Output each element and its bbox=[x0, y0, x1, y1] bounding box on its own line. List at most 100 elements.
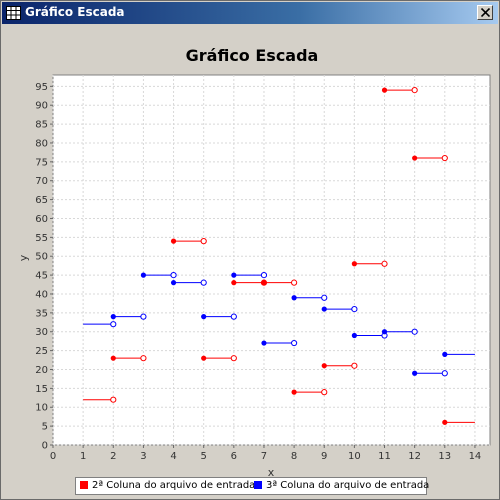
step-end-point bbox=[170, 272, 177, 279]
legend-swatch-red bbox=[80, 481, 88, 489]
step-start-point bbox=[321, 363, 327, 369]
close-button[interactable] bbox=[477, 5, 493, 20]
window-title: Gráfico Escada bbox=[25, 5, 125, 19]
step-start-point bbox=[442, 419, 448, 425]
x-tick-label: 11 bbox=[378, 451, 391, 462]
y-tick-label: 40 bbox=[35, 289, 48, 300]
y-tick-label: 5 bbox=[42, 422, 48, 433]
legend-item-series-1: 2ª Coluna do arquivo de entrada bbox=[80, 480, 255, 491]
legend-swatch-blue bbox=[254, 481, 262, 489]
x-tick-label: 3 bbox=[140, 451, 146, 462]
step-start-point bbox=[291, 295, 297, 301]
plot-area bbox=[52, 74, 491, 446]
y-tick-label: 35 bbox=[35, 308, 48, 319]
step-start-point bbox=[261, 340, 267, 346]
step-start-point bbox=[291, 389, 297, 395]
step-start-point bbox=[442, 351, 448, 357]
step-start-point bbox=[321, 306, 327, 312]
legend: 2ª Coluna do arquivo de entrada 3ª Colun… bbox=[75, 477, 429, 495]
step-start-point bbox=[412, 155, 418, 161]
step-end-point bbox=[260, 272, 268, 279]
y-tick-label: 85 bbox=[35, 120, 48, 131]
grid-lines bbox=[52, 75, 490, 446]
legend-label-series-1: 2ª Coluna do arquivo de entrada bbox=[92, 480, 256, 491]
x-tick-label: 7 bbox=[261, 451, 267, 462]
x-tick-label: 13 bbox=[438, 451, 451, 462]
y-tick-label: 25 bbox=[35, 346, 48, 357]
x-tick-label: 2 bbox=[110, 451, 116, 462]
step-start-point bbox=[201, 314, 207, 320]
step-end-point bbox=[291, 339, 298, 347]
title-bar[interactable]: Gráfico Escada bbox=[2, 2, 498, 24]
step-end-point bbox=[321, 294, 328, 301]
x-tick-label: 9 bbox=[321, 451, 327, 462]
step-start-point bbox=[140, 272, 147, 278]
step-start-point bbox=[201, 355, 207, 361]
chart-title: Gráfico Escada bbox=[186, 46, 319, 65]
step-end-point bbox=[441, 154, 448, 162]
step-end-point bbox=[200, 238, 207, 245]
step-start-point bbox=[110, 355, 116, 361]
step-start-point bbox=[412, 370, 418, 376]
x-tick-label: 8 bbox=[291, 451, 297, 462]
step-chart: Gráfico Escada 0 1 2 3 4 5 6 7 8 9 10 11 12 13 1405101… bbox=[5, 27, 497, 497]
step-end-point bbox=[351, 305, 358, 313]
x-tick-label: 4 bbox=[170, 451, 176, 462]
step-start-point bbox=[110, 314, 116, 320]
step-end-point bbox=[110, 321, 117, 328]
step-end-point bbox=[321, 389, 328, 396]
x-tick-label: 14 bbox=[469, 451, 482, 462]
step-end-point bbox=[351, 362, 358, 369]
step-end-point bbox=[291, 279, 298, 286]
close-icon bbox=[481, 8, 490, 17]
step-end-point bbox=[230, 313, 237, 320]
step-end-point bbox=[200, 279, 207, 286]
y-tick-label: 95 bbox=[35, 82, 48, 93]
x-tick-label: 1 bbox=[80, 451, 86, 462]
y-tick-label: 70 bbox=[35, 176, 48, 187]
step-start-point bbox=[170, 238, 177, 244]
y-tick-label: 45 bbox=[35, 271, 48, 282]
y-tick-label: 50 bbox=[35, 252, 48, 263]
step-end-point bbox=[441, 370, 448, 377]
y-tick-label: 65 bbox=[35, 195, 48, 206]
step-start-point bbox=[231, 280, 237, 286]
y-tick-label: 20 bbox=[35, 365, 48, 376]
x-tick-label: 6 bbox=[231, 451, 237, 462]
y-tick-label: 75 bbox=[35, 157, 48, 168]
step-start-point bbox=[381, 87, 388, 93]
y-tick-label: 55 bbox=[35, 233, 48, 244]
y-tick-label: 90 bbox=[35, 101, 48, 112]
y-tick-label: 0 bbox=[42, 441, 48, 452]
x-tick-label: 10 bbox=[348, 451, 361, 462]
y-tick-label: 10 bbox=[35, 403, 48, 414]
x-tick-label: 5 bbox=[201, 451, 207, 462]
x-tick-label: 12 bbox=[408, 451, 421, 462]
y-tick-label: 15 bbox=[35, 384, 48, 395]
step-end-point bbox=[140, 355, 147, 362]
step-end-point bbox=[110, 396, 117, 403]
chart-grid-icon bbox=[6, 6, 21, 20]
step-end-point bbox=[411, 328, 418, 335]
y-tick-label: 30 bbox=[35, 327, 48, 338]
step-start-point bbox=[351, 332, 357, 339]
step-start-point bbox=[231, 272, 237, 278]
step-start-point bbox=[170, 280, 177, 286]
step-end-point bbox=[230, 355, 237, 362]
step-start-point bbox=[351, 261, 357, 267]
axes: 0 1 2 3 4 5 6 7 8 9 10 11 12 13 1405101520253035404550… bbox=[35, 82, 481, 462]
step-end-point bbox=[411, 87, 418, 94]
legend-label-series-2: 3ª Coluna do arquivo de entrada bbox=[266, 480, 430, 491]
step-start-point bbox=[261, 280, 267, 286]
step-end-point bbox=[140, 313, 147, 320]
chart-marks bbox=[83, 87, 475, 425]
step-start-point bbox=[381, 329, 388, 335]
y-axis-label: y bbox=[17, 254, 30, 261]
y-tick-label: 80 bbox=[35, 138, 48, 149]
x-axis-label: x bbox=[268, 466, 275, 479]
step-end-point bbox=[381, 260, 388, 267]
y-tick-label: 60 bbox=[35, 214, 48, 225]
x-tick-label: 0 bbox=[50, 451, 56, 462]
legend-item-series-2: 3ª Coluna do arquivo de entrada bbox=[254, 480, 429, 491]
